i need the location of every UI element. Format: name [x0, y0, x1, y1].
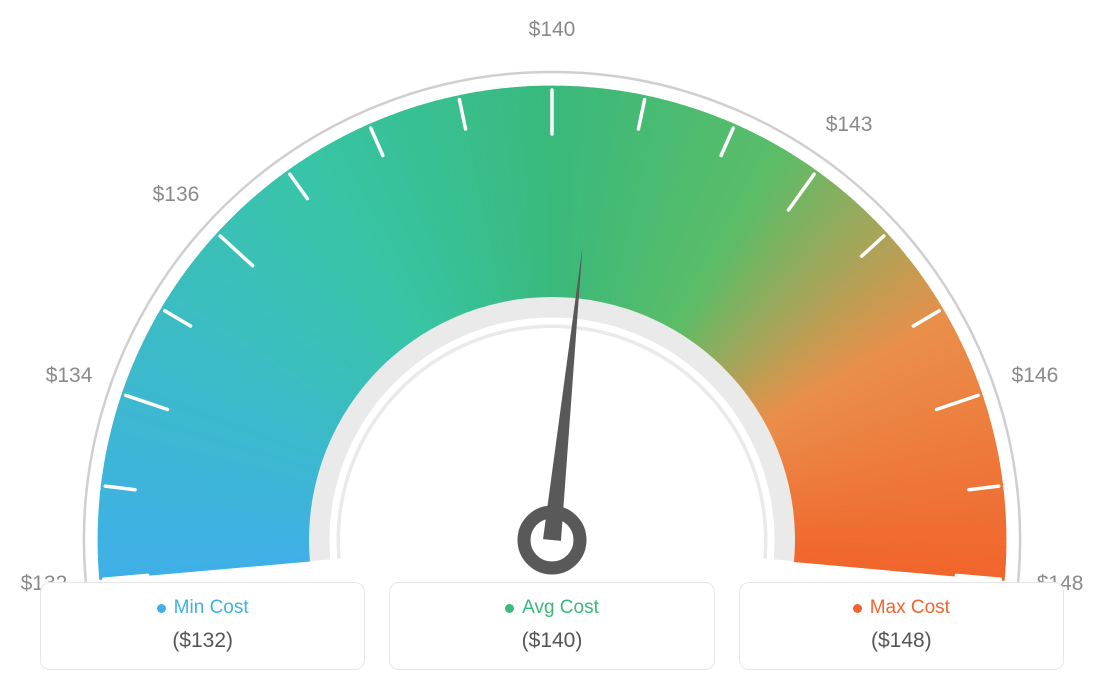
- legend-title-max: Max Cost: [853, 597, 950, 619]
- legend-label-max: Max Cost: [870, 597, 950, 619]
- gauge-svg: [0, 0, 1104, 590]
- legend-dot-max: [853, 604, 862, 613]
- legend-card-min: Min Cost ($132): [40, 582, 365, 670]
- legend-card-avg: Avg Cost ($140): [389, 582, 714, 670]
- legend-label-min: Min Cost: [174, 597, 249, 619]
- gauge-area: $132$134$136$140$143$146$148: [0, 0, 1104, 570]
- gauge-chart-container: $132$134$136$140$143$146$148 Min Cost ($…: [0, 0, 1104, 690]
- legend-value-avg: ($140): [400, 629, 703, 653]
- legend-dot-min: [157, 604, 166, 613]
- legend-row: Min Cost ($132) Avg Cost ($140) Max Cost…: [0, 582, 1104, 670]
- legend-title-avg: Avg Cost: [505, 597, 599, 619]
- tick-label: $143: [826, 113, 873, 137]
- tick-label: $134: [46, 364, 93, 388]
- legend-card-max: Max Cost ($148): [739, 582, 1064, 670]
- legend-title-min: Min Cost: [157, 597, 249, 619]
- tick-label: $140: [529, 18, 576, 42]
- tick-label: $146: [1012, 364, 1059, 388]
- legend-value-min: ($132): [51, 629, 354, 653]
- legend-value-max: ($148): [750, 629, 1053, 653]
- tick-label: $136: [153, 183, 200, 207]
- legend-dot-avg: [505, 604, 514, 613]
- legend-label-avg: Avg Cost: [522, 597, 599, 619]
